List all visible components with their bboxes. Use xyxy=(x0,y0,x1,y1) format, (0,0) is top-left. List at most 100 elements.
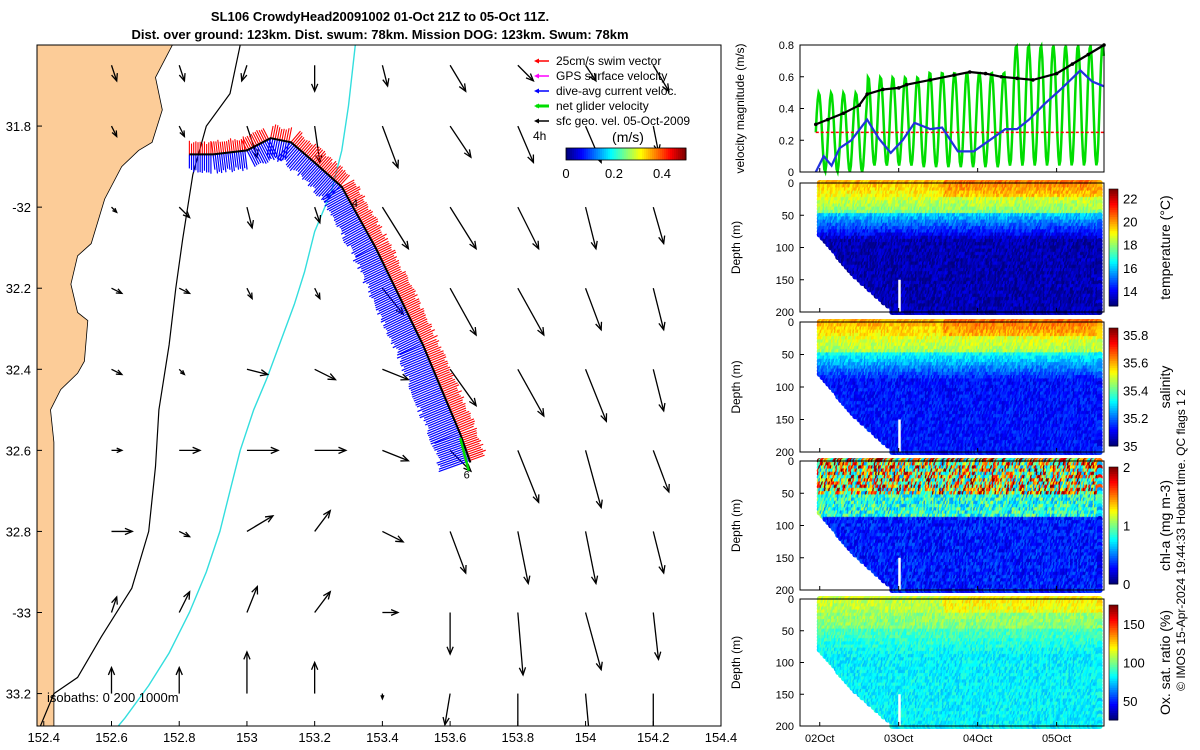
velocity-y-tick-label: 0.8 xyxy=(779,40,794,52)
velocity-series-point xyxy=(826,118,830,122)
geo-velocity-arrow xyxy=(653,531,665,573)
map-x-tick-label: 154.4 xyxy=(705,730,738,745)
time-scale-label: 4h xyxy=(533,129,546,143)
map-x-tick-label: 152.8 xyxy=(163,730,196,745)
colorbar-tick-label: 18 xyxy=(1123,238,1137,253)
depth-axis-label: Depth (m) xyxy=(729,360,743,413)
velocity-series-point xyxy=(952,73,956,77)
velocity-series-point xyxy=(928,78,932,82)
colorbar-tick-label: 22 xyxy=(1123,191,1137,206)
depth-tick-label: 100 xyxy=(776,658,794,670)
geo-velocity-arrow xyxy=(382,531,403,541)
depth-tick-label: 150 xyxy=(776,275,794,287)
depth-tick-label: 150 xyxy=(776,415,794,427)
geo-velocity-arrow xyxy=(450,126,471,157)
geo-velocity-arrow xyxy=(315,207,321,223)
geo-velocity-arrow xyxy=(586,531,598,583)
depth-tick-label: 50 xyxy=(782,350,794,362)
colorbar-tick-label: 20 xyxy=(1123,214,1137,229)
colorbar-tick-label: 0.2 xyxy=(605,166,623,181)
geo-velocity-arrow xyxy=(518,65,534,81)
geo-velocity-arrow xyxy=(450,65,466,91)
track-day-label: 6 xyxy=(464,470,470,482)
geo-velocity-arrow xyxy=(586,288,602,330)
depth-tick-label: 150 xyxy=(776,553,794,565)
map-x-tick-label: 154 xyxy=(575,730,597,745)
velocity-y-axis-label: velocity magnitude (m/s) xyxy=(733,43,747,173)
geo-velocity-arrows xyxy=(108,65,669,750)
geo-velocity-arrow xyxy=(518,126,534,162)
colorbar-tick-label: 0 xyxy=(562,166,569,181)
legend-entry-label: net glider velocity xyxy=(556,99,649,113)
geo-velocity-arrow xyxy=(315,511,331,532)
geo-velocity-arrow xyxy=(586,369,607,421)
map-x-tick-label: 153 xyxy=(236,730,258,745)
glider-track xyxy=(189,125,485,472)
geo-velocity-arrow xyxy=(450,369,476,405)
map-y-tick-label: 32.4 xyxy=(6,362,31,377)
depth-tick-label: 0 xyxy=(788,317,794,329)
geo-velocity-arrow xyxy=(518,207,539,249)
velocity-series-point xyxy=(1086,53,1090,57)
geo-velocity-arrow xyxy=(179,369,184,374)
geo-velocity-arrow xyxy=(315,447,346,453)
geo-velocity-arrow xyxy=(450,288,476,335)
geo-velocity-arrow xyxy=(247,587,258,613)
isobath-1000m xyxy=(118,45,355,726)
velocity-series-point xyxy=(1055,72,1059,76)
colorbar-tick-label: 35.8 xyxy=(1123,328,1148,343)
oxygen-section-colorbar xyxy=(1109,605,1118,721)
geo-velocity-arrow xyxy=(312,662,318,693)
colorbar-tick-label: 35.4 xyxy=(1123,383,1148,398)
map-x-tick-label: 153.6 xyxy=(434,730,467,745)
geo-velocity-arrow xyxy=(450,207,476,249)
map-y-tick-label: 32.8 xyxy=(6,524,31,539)
map-x-tick-label: 152.4 xyxy=(27,730,60,745)
geo-velocity-arrow xyxy=(450,531,466,573)
depth-tick-label: 0 xyxy=(788,178,794,190)
geo-velocity-arrow xyxy=(443,694,450,725)
salinity-section-colorbar-label: salinity xyxy=(1157,366,1173,409)
geo-velocity-arrow xyxy=(241,65,247,81)
velocity-series-point xyxy=(857,104,861,108)
map-y-tick-label: 32.6 xyxy=(6,443,31,458)
map-y-tick-label: -32 xyxy=(12,200,31,215)
legend-entry-label: sfc geo. vel. 05-Oct-2009 xyxy=(556,114,690,128)
geo-velocity-arrow xyxy=(315,288,320,298)
depth-axis-label: Depth (m) xyxy=(729,221,743,274)
geo-velocity-arrow xyxy=(382,126,398,168)
imos-credit: © IMOS 15-Apr-2024 19:44:33 Hobart time.… xyxy=(1174,389,1188,691)
colorbar-label: (m/s) xyxy=(612,129,644,145)
geo-velocity-arrow xyxy=(381,694,384,699)
geo-velocity-arrow xyxy=(382,610,398,616)
time-tick-label: 04Oct xyxy=(963,733,992,745)
salinity-section-plot xyxy=(817,319,1103,455)
colorbar-tick-label: 0 xyxy=(1123,577,1130,592)
colorbar-tick-label: 35.6 xyxy=(1123,356,1148,371)
depth-axis-label: Depth (m) xyxy=(729,636,743,689)
depth-tick-label: 100 xyxy=(776,521,794,533)
geo-velocity-arrow xyxy=(382,369,408,380)
geo-velocity-arrow xyxy=(179,288,189,293)
geo-velocity-arrow xyxy=(244,652,250,694)
geo-velocity-arrow xyxy=(179,592,189,613)
oxygen-section-colorbar-label: Ox. sat. ratio (%) xyxy=(1157,610,1173,715)
chlorophyll-section-colorbar-label: chl-a (mg m-3) xyxy=(1157,480,1173,571)
colorbar-tick-label: 50 xyxy=(1123,694,1137,709)
colorbar-tick-label: 0.4 xyxy=(653,166,671,181)
map-x-tick-label: 153.4 xyxy=(366,730,399,745)
colorbar-tick-label: 14 xyxy=(1123,284,1137,299)
depth-tick-label: 100 xyxy=(776,382,794,394)
net-velocity-series xyxy=(816,46,1104,172)
velocity-series-point xyxy=(1071,62,1075,66)
velocity-series-point xyxy=(984,72,988,76)
track-day-label: 4 xyxy=(352,198,358,210)
legend-entry-label: 25cm/s swim vector xyxy=(556,54,661,68)
depth-tick-label: 50 xyxy=(782,488,794,500)
geo-velocity-arrow xyxy=(315,369,336,379)
geo-velocity-arrow xyxy=(179,65,185,81)
depth-tick-label: 50 xyxy=(782,210,794,222)
depth-tick-label: 0 xyxy=(788,594,794,606)
colorbar-tick-label: 1 xyxy=(1123,519,1130,534)
